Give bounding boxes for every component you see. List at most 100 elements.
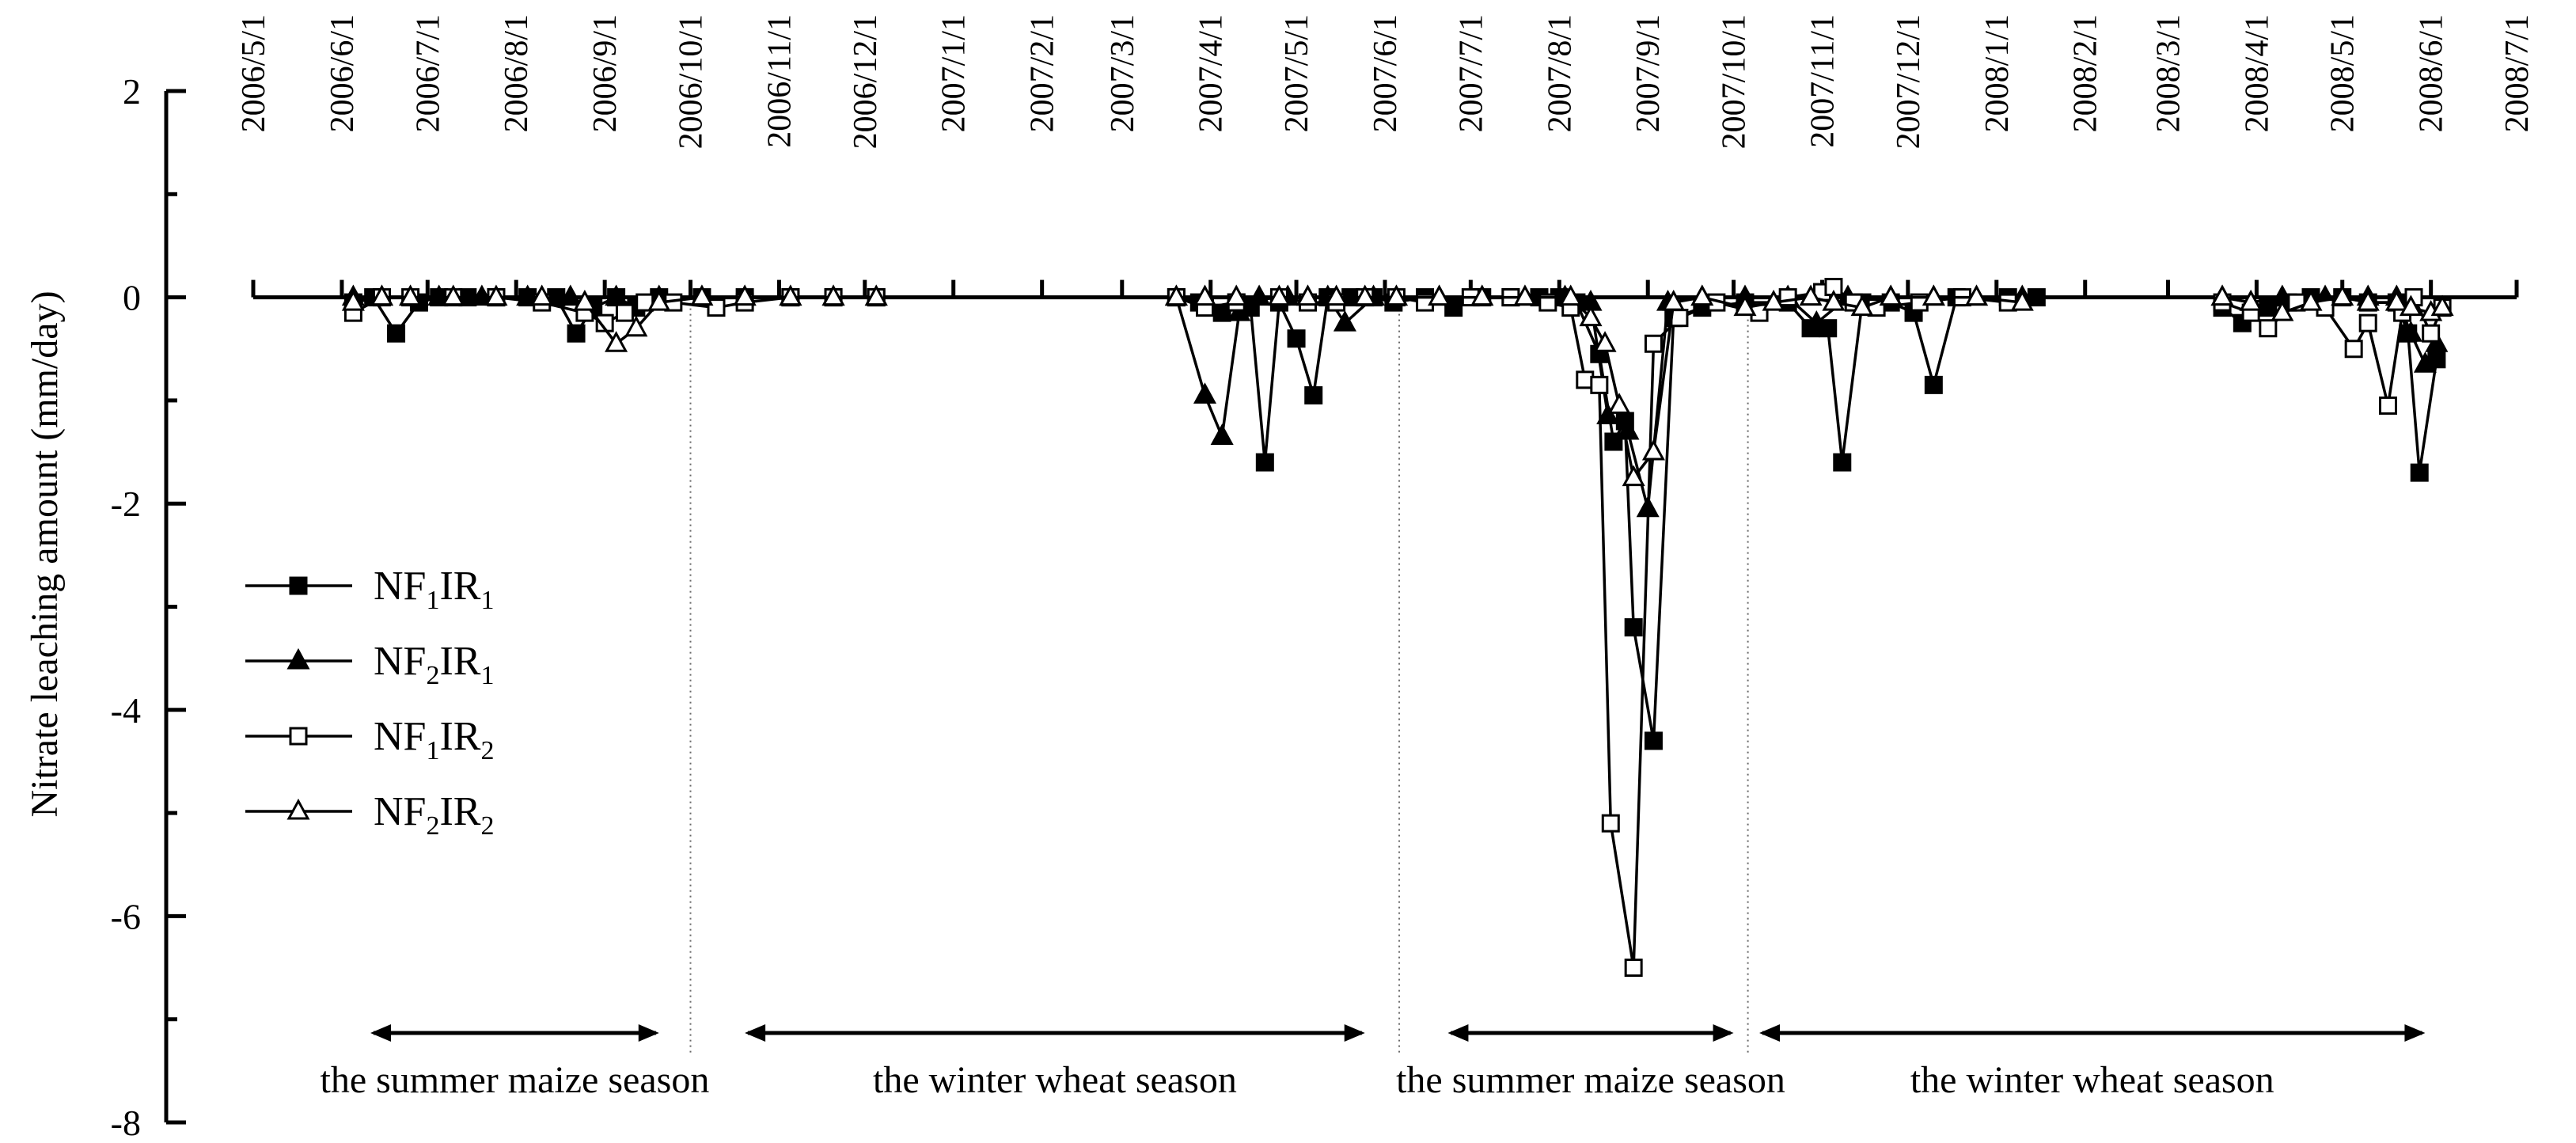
legend-item-NF1IR1: NF1IR1 [245,564,494,615]
data-point [1164,284,1188,306]
data-point [2344,340,2363,359]
x-tick-label: 2007/5/1 [1279,14,1315,132]
data-point [1644,731,1663,750]
data-point [647,289,671,311]
season-label: the summer maize season [1396,1059,1785,1101]
data-point [864,284,888,306]
data-point [1922,284,1945,306]
data-point [615,303,634,322]
data-point [2358,313,2377,332]
data-point [2259,319,2278,338]
data-point [1333,310,1356,332]
x-tick-label: 2008/2/1 [2068,14,2104,132]
arrow-head-left [745,1024,766,1042]
data-point [2399,294,2422,317]
data-point [1325,284,1349,306]
x-tick-label: 2008/1/1 [1979,14,2016,132]
data-point [1622,465,1645,487]
data-point [1662,289,1686,311]
data-point [2379,396,2397,415]
data-point [1833,453,1852,472]
x-tick-label: 2007/3/1 [1105,14,1141,132]
season-label: the winter wheat season [1910,1059,2274,1101]
x-tick-label: 2008/3/1 [2150,14,2187,132]
data-point [2384,289,2408,311]
x-tick-label: 2007/12/1 [1891,14,1927,149]
data-point [427,284,451,306]
data-point [605,331,628,352]
x-tick-label: 2006/5/1 [236,14,272,132]
data-point [567,324,586,343]
y-tick-label: -6 [111,896,141,936]
data-point [1579,305,1603,327]
arrow-head-right [1344,1024,1365,1042]
data-point [1267,284,1291,306]
x-tick-label: 2007/1/1 [936,14,973,132]
data-point [1596,403,1620,424]
legend-marker [286,647,310,670]
data-point [1593,331,1617,352]
data-point [1428,284,1451,306]
x-tick-label: 2006/7/1 [410,14,446,132]
x-tick-label: 2007/10/1 [1717,14,1753,149]
data-point [1924,375,1943,394]
data-point [1670,309,1689,328]
data-point [399,284,423,306]
data-point [2399,321,2422,342]
y-axis-label: Nitrate leaching amount (mm/day) [24,290,66,817]
x-tick-label: 2007/8/1 [1542,14,1578,132]
arrow-head-left [1447,1024,1469,1042]
data-point [1559,284,1583,306]
data-point [2422,324,2441,343]
series-NF2IR2 [341,284,2454,487]
series-line [1176,295,2023,480]
legend-item-NF2IR1: NF2IR1 [245,639,494,690]
y-tick-label: -4 [111,690,141,731]
x-tick-label: 2006/9/1 [587,14,624,132]
y-tick-label: 0 [123,278,141,318]
x-tick-label: 2008/7/1 [2499,14,2536,132]
season-annotations: the summer maize season the winter wheat … [320,1024,2426,1101]
data-point [1799,284,1823,306]
data-point [1762,289,1785,311]
legend-item-NF1IR2: NF1IR2 [245,714,494,765]
data-point [2410,463,2429,482]
data-point [341,289,365,311]
data-point [1644,334,1663,353]
x-tick-label: 2008/4/1 [2239,14,2275,132]
data-point [1590,375,1609,394]
data-point [2239,289,2263,311]
data-point [690,284,714,306]
x-tick-label: 2007/6/1 [1368,14,1404,132]
data-point [2010,289,2034,311]
data-point [573,289,597,311]
legend-label: NF1IR1 [374,564,494,615]
season-label: the summer maize season [320,1059,709,1101]
data-point [1850,294,1874,317]
arrow-head-right [1713,1024,1734,1042]
x-tick-label: 2006/12/1 [848,14,884,149]
series-NF1IR1 [343,288,2446,750]
data-point [1224,284,1248,306]
x-tick-label: 2006/10/1 [673,14,710,149]
series-NF2IR1 [341,284,2449,518]
legend-label: NF1IR2 [374,714,494,765]
legend-marker [289,576,308,595]
legend-marker [289,727,308,746]
x-tick-label: 2008/6/1 [2414,14,2450,132]
data-point [1384,284,1408,306]
season-dividers [689,297,1749,1053]
arrow-head-right [638,1024,659,1042]
data-point [1624,959,1643,978]
data-point [1513,284,1537,306]
data-point [2210,284,2234,306]
x-tick-label: 2006/6/1 [324,14,361,132]
legend-label: NF2IR1 [374,639,494,690]
x-tick-label: 2006/11/1 [761,14,798,148]
data-point [821,284,845,306]
legend-label: NF2IR2 [374,789,494,841]
y-tick-label: 2 [123,71,141,112]
data-point [1641,439,1665,461]
data-point [1607,393,1631,414]
